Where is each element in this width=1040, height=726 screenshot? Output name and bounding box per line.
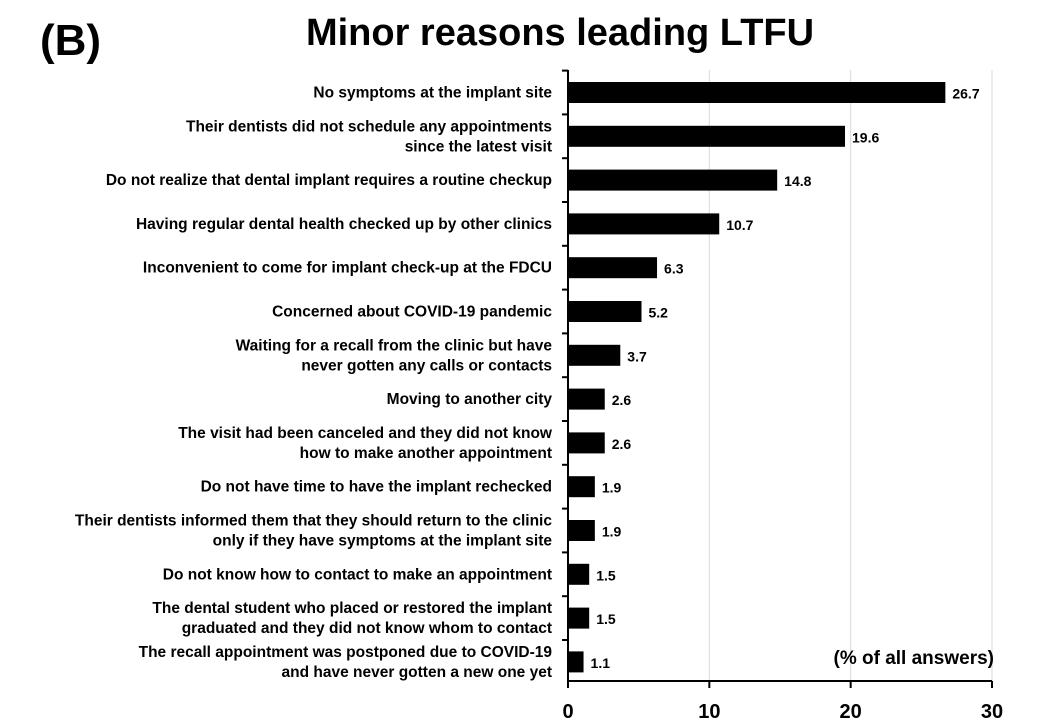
bar <box>568 432 605 454</box>
category-label: and have never gotten a new one yet <box>282 664 552 681</box>
data-label: 1.1 <box>591 655 611 671</box>
data-label: 1.9 <box>602 524 622 540</box>
bar <box>568 344 621 366</box>
category-label: Concerned about COVID-19 pandemic <box>272 304 552 321</box>
x-tick-label: 20 <box>840 701 862 723</box>
category-label: how to make another appointment <box>300 445 552 462</box>
category-label: Having regular dental health checked up … <box>136 216 552 233</box>
data-label: 10.7 <box>726 217 753 233</box>
category-label: Moving to another city <box>387 391 553 408</box>
bar <box>568 388 605 410</box>
category-label: Inconvenient to come for implant check-u… <box>143 260 552 277</box>
data-label: 19.6 <box>852 129 879 145</box>
bar <box>568 169 778 191</box>
bar <box>568 563 590 585</box>
category-label: graduated and they did not know whom to … <box>182 620 552 637</box>
data-label: 6.3 <box>664 261 684 277</box>
data-label: 1.5 <box>596 611 616 627</box>
category-label: The visit had been canceled and they did… <box>178 425 553 442</box>
x-tick-label: 10 <box>698 701 720 723</box>
data-label: 2.6 <box>612 392 632 408</box>
data-label: 5.2 <box>648 305 668 321</box>
data-label: 26.7 <box>952 86 979 102</box>
data-label: 1.5 <box>596 567 616 583</box>
category-label: The dental student who placed or restore… <box>152 600 552 617</box>
category-label: The recall appointment was postponed due… <box>139 644 553 661</box>
bar <box>568 301 642 322</box>
bars <box>568 82 946 673</box>
bar <box>568 125 846 147</box>
category-label: never gotten any calls or contacts <box>301 357 552 374</box>
data-label: 2.6 <box>612 436 632 452</box>
category-label: only if they have symptoms at the implan… <box>213 533 553 550</box>
category-label: Waiting for a recall from the clinic but… <box>236 337 553 354</box>
chart-title: Minor reasons leading LTFU <box>305 12 815 54</box>
bar <box>568 82 946 103</box>
category-label: No symptoms at the implant site <box>313 85 552 102</box>
category-labels: No symptoms at the implant site Their den… <box>75 85 553 681</box>
bar <box>568 607 590 629</box>
axes <box>562 69 993 688</box>
gridlines <box>708 70 993 681</box>
data-label: 14.8 <box>784 173 811 189</box>
bar <box>568 213 720 235</box>
category-label: since the latest visit <box>405 138 552 155</box>
bar <box>568 651 584 673</box>
x-tick-labels: 0 10 20 30 <box>562 701 1003 723</box>
category-label: Do not realize that dental implant requi… <box>106 172 552 189</box>
value-labels: 26.7 19.6 14.8 10.7 6.3 5.2 3.7 2.6 2.6 1.9 1.9 1.5… <box>591 86 980 671</box>
bar <box>568 476 595 498</box>
unit-label: (% of all answers) <box>834 648 995 669</box>
bar <box>568 257 658 279</box>
category-label: Do not have time to have the implant rec… <box>201 479 552 496</box>
bar <box>568 520 595 541</box>
category-label: Do not know how to contact to make an ap… <box>163 566 552 583</box>
category-label: Their dentists informed them that they s… <box>75 513 552 530</box>
x-tick-label: 0 <box>562 701 573 723</box>
data-label: 3.7 <box>627 348 647 364</box>
panel-label: (B) <box>40 16 102 65</box>
category-label: Their dentists did not schedule any appo… <box>186 118 552 135</box>
data-label: 1.9 <box>602 480 622 496</box>
x-tick-label: 30 <box>981 701 1003 723</box>
